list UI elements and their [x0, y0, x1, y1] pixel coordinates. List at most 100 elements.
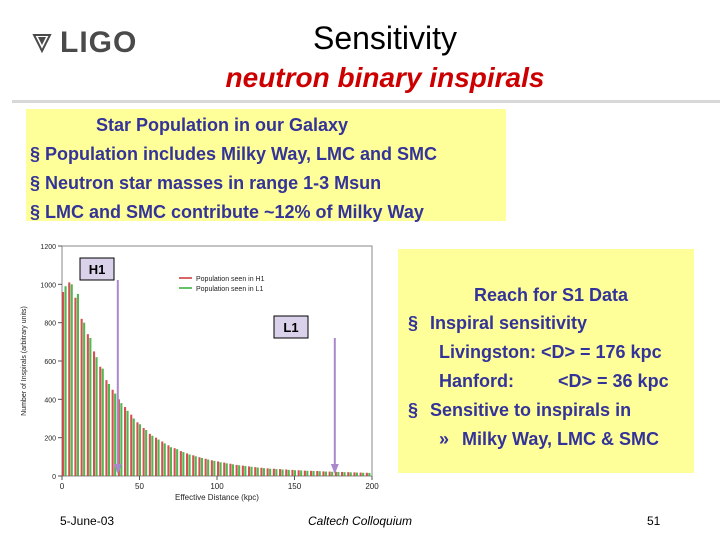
bar-l1 [244, 466, 247, 476]
bar-l1 [200, 457, 203, 476]
bar-h1 [173, 448, 176, 476]
bar-l1 [355, 472, 358, 476]
x-tick-label: 0 [60, 482, 65, 491]
galaxy-bullet: § Population includes Milky Way, LMC and… [30, 144, 438, 164]
bar-h1 [235, 464, 238, 476]
bar-l1 [343, 472, 346, 476]
bar-l1 [362, 472, 365, 476]
bar-h1 [105, 380, 108, 476]
bar-l1 [126, 410, 129, 476]
reach-subitem-galaxies: Milky Way, LMC & SMC [462, 429, 660, 449]
bar-h1 [229, 463, 232, 476]
bar-l1 [138, 424, 141, 476]
bar-h1 [347, 472, 350, 476]
bar-l1 [219, 462, 222, 476]
bar-h1 [117, 399, 120, 476]
bar-h1 [93, 351, 96, 476]
bar-l1 [306, 470, 309, 476]
bar-l1 [281, 469, 284, 476]
bar-h1 [74, 297, 77, 476]
reach-item-sensitive: Sensitive to inspirals in [430, 400, 632, 420]
bar-l1 [331, 471, 334, 476]
bar-l1 [157, 439, 160, 476]
hanford-label: Hanford: [439, 371, 514, 391]
chart-svg: 0 200 400 600 800 1000 1200 0 50 100 150 200 Effecti… [21, 244, 379, 502]
bar-l1 [231, 464, 234, 476]
marker-label-box [79, 257, 115, 281]
bar-h1 [254, 467, 257, 476]
bar-h1 [291, 469, 294, 476]
bar-l1 [275, 469, 278, 476]
bar-l1 [337, 471, 340, 476]
bar-h1 [198, 457, 201, 476]
hanford-distance: <D> = 36 kpc [558, 371, 669, 391]
marker-label-box [273, 315, 309, 339]
galaxy-bullet-list: § Population includes Milky Way, LMC and… [30, 143, 437, 230]
bar-l1 [256, 467, 259, 476]
bar-h1 [179, 451, 182, 476]
bar-h1 [136, 422, 139, 476]
bar-h1 [272, 468, 275, 476]
reach-marker-arrow [113, 464, 122, 474]
bar-h1 [167, 445, 170, 476]
bar-l1 [318, 471, 321, 476]
bar-h1 [148, 433, 151, 476]
bar-l1 [83, 322, 86, 476]
bar-h1 [192, 455, 195, 476]
x-tick-label: 200 [365, 482, 379, 491]
bar-l1 [287, 469, 290, 476]
y-axis-label: Number of Inspirals (arbitrary units) [21, 306, 28, 416]
bar-h1 [285, 469, 288, 476]
bar-h1 [86, 334, 89, 476]
y-tick-label: 400 [44, 397, 56, 404]
legend-entry: Population seen in L1 [196, 286, 263, 293]
bar-l1 [300, 470, 303, 476]
bar-l1 [368, 472, 371, 476]
bar-h1 [217, 461, 220, 476]
bar-h1 [359, 472, 362, 476]
bar-l1 [101, 368, 104, 476]
bar-l1 [225, 463, 228, 476]
bar-l1 [145, 430, 148, 476]
bar-l1 [107, 384, 110, 476]
bar-l1 [169, 447, 172, 476]
bar-h1 [310, 470, 313, 476]
marker-label-l1: L1 [283, 320, 298, 335]
bar-h1 [365, 472, 368, 476]
bar-h1 [186, 453, 189, 476]
bar-l1 [207, 459, 210, 476]
chart-axes: 0 200 400 600 800 1000 1200 0 50 100 150 200 Effecti… [21, 244, 379, 502]
y-tick-label: 600 [44, 359, 56, 366]
bar-l1 [76, 293, 79, 476]
bar-h1 [334, 471, 337, 476]
galaxy-population-box [26, 109, 506, 221]
bar-h1 [322, 471, 325, 476]
reach-marker-arrow [330, 464, 339, 474]
bar-l1 [250, 466, 253, 476]
bar-h1 [142, 428, 145, 476]
sub-bullet-marker: » [439, 429, 450, 449]
bar-l1 [293, 470, 296, 476]
bar-h1 [111, 389, 114, 476]
bar-h1 [99, 366, 102, 476]
y-tick-label: 0 [52, 474, 56, 481]
bar-h1 [124, 407, 127, 476]
x-tick-label: 100 [210, 482, 224, 491]
bar-h1 [210, 460, 213, 476]
title-divider [12, 100, 720, 103]
bar-l1 [324, 471, 327, 476]
bar-l1 [349, 472, 352, 476]
chart-legend: Population seen in H1 Population seen in … [179, 276, 265, 293]
bar-l1 [194, 456, 197, 476]
bar-l1 [182, 452, 185, 476]
footer-page-number: 51 [647, 514, 661, 528]
bar-l1 [132, 418, 135, 476]
bar-l1 [64, 286, 67, 476]
legend-entry: Population seen in H1 [196, 276, 265, 283]
logo-text: LIGO [60, 26, 138, 59]
bar-l1 [151, 435, 154, 476]
slide-subtitle: neutron binary inspirals [225, 62, 545, 93]
bar-h1 [279, 469, 282, 476]
bar-l1 [114, 393, 117, 476]
x-tick-label: 50 [135, 482, 144, 491]
